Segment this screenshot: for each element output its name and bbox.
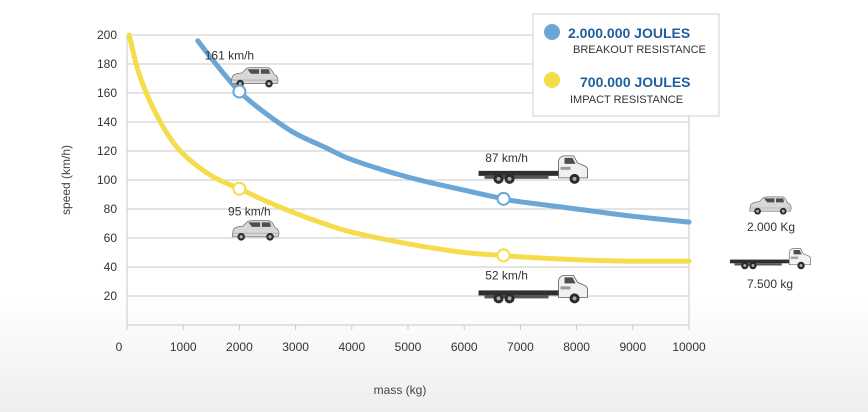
y-tick-80: 80 — [104, 202, 118, 216]
y-tick-200: 200 — [97, 28, 117, 42]
data-label-3: 52 km/h — [485, 268, 528, 282]
data-point-3 — [496, 248, 511, 263]
legend-sub-breakout: BREAKOUT RESISTANCE — [573, 44, 706, 56]
y-axis-label: speed (km/h) — [59, 145, 73, 215]
data-label-1: 87 km/h — [485, 151, 528, 165]
x-tick-7000: 7000 — [507, 340, 534, 354]
data-point-1 — [496, 191, 511, 206]
legend-box — [532, 13, 720, 117]
data-point-0 — [232, 84, 247, 99]
y-tick-160: 160 — [97, 86, 117, 100]
y-tick-20: 20 — [104, 289, 118, 303]
x-tick-2000: 2000 — [226, 340, 253, 354]
reference-vehicles: 2.000 Kg 7.500 kg — [729, 196, 812, 291]
y-tick-180: 180 — [97, 57, 117, 71]
y-axis-ticks: 20 40 60 80 100 120 140 160 180 200 — [97, 28, 117, 303]
reference-truck-weight: 7.500 kg — [747, 277, 793, 291]
y-tick-120: 120 — [97, 144, 117, 158]
x-tick-10000: 10000 — [672, 340, 706, 354]
legend-sub-impact: IMPACT RESISTANCE — [570, 94, 683, 106]
data-label-2: 95 km/h — [228, 205, 271, 219]
reference-truck-icon — [729, 248, 812, 270]
x-tick-9000: 9000 — [619, 340, 646, 354]
data-markers: 161 km/h 87 km/h 95 km/h 52 km/h — [205, 49, 528, 283]
x-tick-6000: 6000 — [451, 340, 478, 354]
data-label-0: 161 km/h — [205, 49, 254, 63]
y-tick-100: 100 — [97, 173, 117, 187]
x-axis-label: mass (kg) — [374, 383, 427, 397]
x-tick-1000: 1000 — [170, 340, 197, 354]
legend-swatch-impact — [544, 72, 560, 88]
legend: 2.000.000 JOULES BREAKOUT RESISTANCE 700… — [532, 13, 720, 117]
x-tick-8000: 8000 — [563, 340, 590, 354]
y-tick-40: 40 — [104, 260, 118, 274]
x-tick-3000: 3000 — [282, 340, 309, 354]
legend-title-impact: 700.000 JOULES — [580, 74, 691, 90]
legend-swatch-breakout — [544, 24, 560, 40]
y-tick-60: 60 — [104, 231, 118, 245]
y-tick-140: 140 — [97, 115, 117, 129]
series-line-impact-resistance — [126, 32, 692, 264]
legend-title-breakout: 2.000.000 JOULES — [568, 25, 690, 41]
x-axis-ticks: 0 1000 2000 3000 4000 5000 6000 7000 8000 9000 100… — [116, 325, 706, 354]
x-tick-4000: 4000 — [338, 340, 365, 354]
reference-suv-weight: 2.000 Kg — [747, 220, 795, 234]
x-tick-5000: 5000 — [395, 340, 422, 354]
suv-icon-0 — [230, 67, 279, 88]
data-point-2 — [232, 181, 247, 196]
x-tick-0: 0 — [116, 340, 123, 354]
reference-suv-icon — [749, 196, 792, 215]
